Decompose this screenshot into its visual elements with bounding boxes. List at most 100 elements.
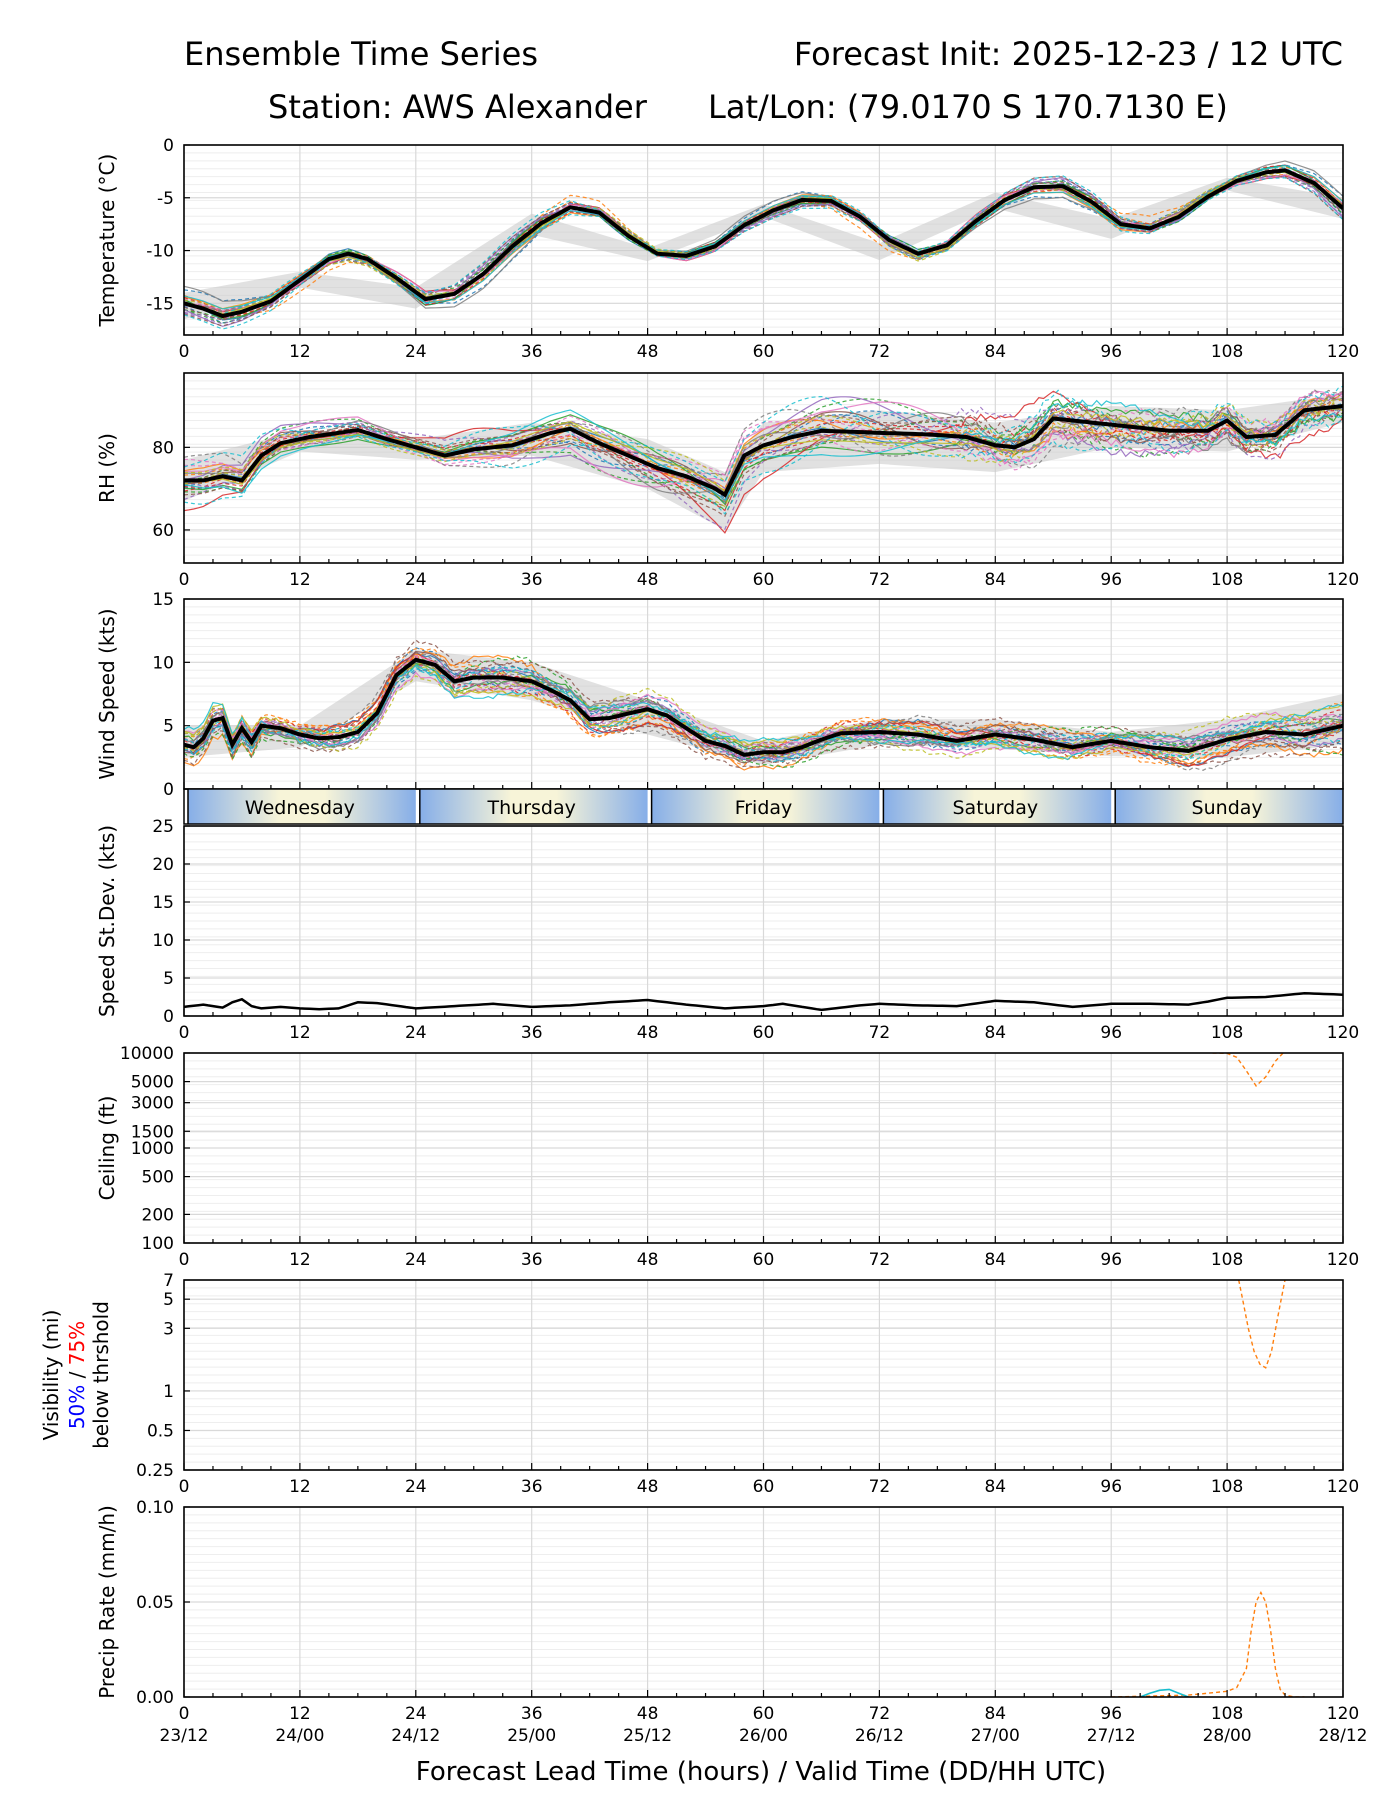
label-50-percent: 50% xyxy=(65,1385,89,1429)
ensemble-member-line xyxy=(184,169,1343,310)
ensemble-member-line xyxy=(184,407,1343,512)
ensemble-member-line xyxy=(184,398,1343,483)
x-tick-label: 120 xyxy=(1327,1023,1359,1043)
label-separator: / xyxy=(65,1365,89,1384)
ensemble-member-line xyxy=(184,176,1343,325)
ensemble-member-line xyxy=(184,175,1343,330)
y-tick-label: 80 xyxy=(152,438,174,458)
y-tick-label: 10 xyxy=(152,653,174,673)
y-tick-label: 5 xyxy=(163,1290,174,1310)
valid-time-label: 25/12 xyxy=(623,1726,672,1746)
y-axis-label: Temperature (°C) xyxy=(95,154,119,328)
valid-time-label: 26/00 xyxy=(739,1726,788,1746)
x-tick-label: 96 xyxy=(1100,342,1122,362)
valid-time-label: 26/12 xyxy=(855,1726,904,1746)
y-tick-label: 0.05 xyxy=(136,1593,174,1613)
x-tick-label: 12 xyxy=(289,342,311,362)
ensemble-member-line xyxy=(184,393,1343,493)
x-tick-label: 60 xyxy=(753,1477,775,1497)
x-tick-label: 36 xyxy=(521,342,543,362)
y-tick-label: 500 xyxy=(142,1168,174,1188)
x-tick-label: 24 xyxy=(405,1477,427,1497)
y-tick-label: -10 xyxy=(146,242,174,262)
x-tick-label: 36 xyxy=(521,1250,543,1270)
panel-rh: 60 80 0 12 24 36 48 60 72 84 96 108 120 RH (%) xyxy=(95,372,1359,590)
x-tick-label: 12 xyxy=(289,1023,311,1043)
day-band-segment xyxy=(188,789,416,824)
x-tick-label: 60 xyxy=(753,1704,775,1724)
valid-time-label: 28/12 xyxy=(1319,1726,1368,1746)
x-tick-label: 120 xyxy=(1327,1704,1359,1724)
ensemble-mean-line xyxy=(184,657,1343,757)
series-temperature xyxy=(184,160,1343,330)
label-75-percent: 75% xyxy=(65,1321,89,1365)
x-tick-label: 0 xyxy=(179,342,190,362)
x-tick-label: 48 xyxy=(637,342,659,362)
member-line xyxy=(1111,1590,1305,1697)
y-tick-label: 1000 xyxy=(131,1139,174,1159)
x-tick-label: 24 xyxy=(405,342,427,362)
x-axis-label: Forecast Lead Time (hours) / Valid Time … xyxy=(416,1757,1106,1787)
x-tick-label: 84 xyxy=(984,1704,1006,1724)
panel-visibility: 75 3 1 0.5 0.250 12 24 36 48 60 72 84 96 108 120 Visibi… xyxy=(39,1271,1359,1497)
x-tick-label: 84 xyxy=(984,570,1006,590)
x-tick-label: 48 xyxy=(637,1250,659,1270)
x-tick-label: 12 xyxy=(289,1704,311,1724)
x-tick-label: 24 xyxy=(405,1704,427,1724)
x-tick-label: 84 xyxy=(984,1250,1006,1270)
panel-temperature: 0 -5 -10 -15 0 12 24 36 48 60 72 84 96 108 120 Temperat… xyxy=(95,136,1359,362)
day-band: Wednesday Thursday Friday Saturday Sunday xyxy=(183,788,1344,825)
x-tick-label: 36 xyxy=(521,1477,543,1497)
y-tick-label: -15 xyxy=(146,294,174,314)
y-tick-label: 100 xyxy=(142,1234,174,1254)
y-tick-label: 10000 xyxy=(120,1044,174,1064)
x-tick-label: 0 xyxy=(179,570,190,590)
ensemble-member-line xyxy=(184,671,1343,756)
y-tick-label: 5 xyxy=(163,969,174,989)
ensemble-member-line xyxy=(184,653,1343,767)
x-tick-label: 0 xyxy=(179,1023,190,1043)
ensemble-member-line xyxy=(184,399,1343,502)
x-tick-label: 12 xyxy=(289,570,311,590)
ensemble-member-line xyxy=(184,647,1343,768)
y-tick-label: 1500 xyxy=(131,1122,174,1142)
series-ceiling xyxy=(1212,1053,1284,1087)
x-tick-label: 60 xyxy=(753,1250,775,1270)
x-tick-label: 72 xyxy=(869,1704,891,1724)
valid-time-label: 27/12 xyxy=(1087,1726,1136,1746)
x-tick-label: 72 xyxy=(869,342,891,362)
day-label: Friday xyxy=(735,797,793,819)
panel-wind_speed: 0 5 10 15 Wind Speed (kts) xyxy=(95,590,1344,800)
y-axis-label: Speed St.Dev. (kts) xyxy=(95,825,119,1017)
x-tick-label: 24 xyxy=(405,570,427,590)
series-visibility xyxy=(1238,1280,1286,1369)
x-tick-label: 108 xyxy=(1211,1023,1243,1043)
ensemble-member-line xyxy=(184,390,1343,488)
y-axis-sublabel: below thrshold xyxy=(89,1301,113,1449)
y-tick-label: 3 xyxy=(163,1319,174,1339)
x-tick-label: 36 xyxy=(521,1704,543,1724)
ensemble-member-line xyxy=(184,662,1343,761)
x-tick-label: 24 xyxy=(405,1023,427,1043)
ensemble-member-line xyxy=(184,654,1343,759)
y-tick-label: 0 xyxy=(163,136,174,156)
day-label: Saturday xyxy=(952,797,1038,819)
valid-time-label: 25/00 xyxy=(507,1726,556,1746)
ensemble-member-line xyxy=(184,664,1343,761)
x-tick-label: 84 xyxy=(984,342,1006,362)
y-tick-label: 25 xyxy=(152,817,174,837)
ensemble-mean-line xyxy=(184,168,1343,319)
x-tick-label: 96 xyxy=(1100,1250,1122,1270)
plot-panels: 0-5-10-150 12 24 36 48 60 72 84 96 108 120Temperat… xyxy=(39,136,1368,1746)
ensemble-member-line xyxy=(184,406,1343,531)
y-axis-threshold-label: 50% / 75% xyxy=(65,1321,89,1429)
y-tick-label: -5 xyxy=(157,189,174,209)
ensemble-member-line xyxy=(184,402,1343,511)
day-band-segment xyxy=(883,789,1112,824)
x-tick-label: 96 xyxy=(1100,1477,1122,1497)
x-tick-label: 72 xyxy=(869,1250,891,1270)
day-label: Thursday xyxy=(487,797,576,819)
ensemble-member-line xyxy=(184,403,1343,517)
valid-time-label: 28/00 xyxy=(1203,1726,1252,1746)
